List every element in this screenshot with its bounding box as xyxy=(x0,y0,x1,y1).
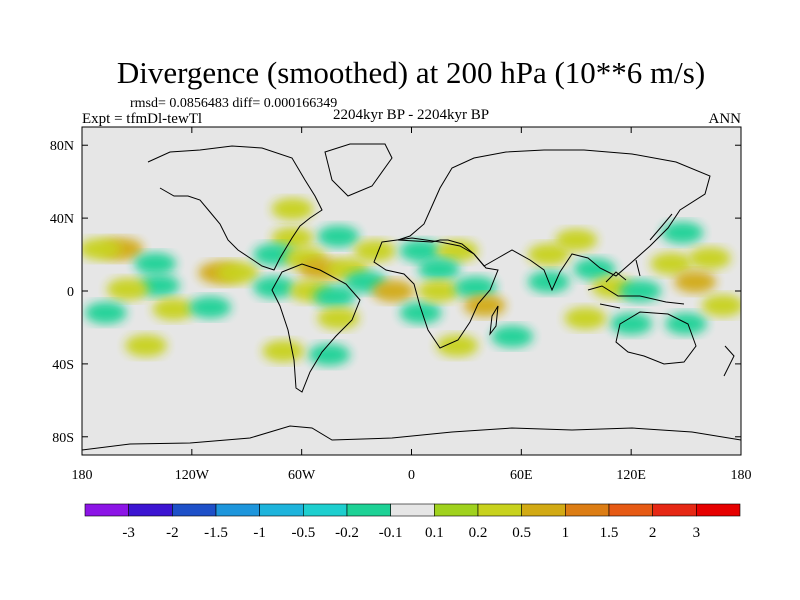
field-cell xyxy=(527,243,570,266)
field-cell xyxy=(454,276,497,299)
field-cell xyxy=(134,252,177,275)
coastline-japan xyxy=(649,213,673,241)
colorbar-swatch xyxy=(565,503,610,517)
field-cell xyxy=(417,280,460,302)
colorbar-swatch xyxy=(434,503,479,517)
colorbar-label: -3 xyxy=(122,525,135,541)
field-cell xyxy=(82,238,122,261)
colorbar: -3 -2 -1.5 -1 -0.5 -0.2 -0.1 0.1 0.2 0.5 1 1.5 2 3 xyxy=(84,503,741,541)
y-tick-label: 80S xyxy=(52,431,74,446)
season-label: ANN xyxy=(709,111,742,127)
x-tick-label: 0 xyxy=(408,468,415,483)
coastline-antarctica xyxy=(82,425,741,451)
field-cell xyxy=(84,301,127,324)
colorbar-label: -1.5 xyxy=(204,525,228,541)
field-cell xyxy=(152,298,195,321)
coastline-south-america xyxy=(271,263,361,393)
field-cell xyxy=(372,280,415,302)
divergence-field xyxy=(82,198,741,366)
colorbar-label: 2 xyxy=(649,525,657,541)
field-cell xyxy=(661,221,704,244)
colorbar-swatch xyxy=(259,503,304,517)
field-cell xyxy=(701,294,741,317)
period-label: 2204kyr BP - 2204kyr BP xyxy=(333,107,489,123)
field-cell xyxy=(674,270,717,293)
field-cell xyxy=(253,276,296,299)
colorbar-swatch xyxy=(84,503,129,517)
field-cell xyxy=(125,334,168,357)
x-tick-label: 120W xyxy=(175,468,210,483)
coastline-maritime-asia xyxy=(587,259,685,309)
field-cell xyxy=(619,280,662,302)
x-tick-label: 180 xyxy=(731,468,752,483)
field-cell xyxy=(271,227,314,250)
colorbar-swatch xyxy=(696,503,741,517)
field-cell xyxy=(317,225,360,248)
field-cell xyxy=(313,285,356,308)
colorbar-swatch xyxy=(608,503,653,517)
colorbar-swatch xyxy=(172,503,217,517)
colorbar-swatch xyxy=(303,503,348,517)
field-cell xyxy=(610,312,653,335)
colorbar-swatch xyxy=(652,503,697,517)
colorbar-swatch xyxy=(215,503,260,517)
colorbar-label: -0.1 xyxy=(379,525,403,541)
x-tick-label: 180 xyxy=(72,468,93,483)
field-cell xyxy=(463,294,506,317)
field-cell xyxy=(353,239,396,262)
colorbar-label: 3 xyxy=(693,525,701,541)
colorbar-label: -2 xyxy=(166,525,179,541)
coastline-north-america xyxy=(147,145,323,271)
field-cell xyxy=(650,252,693,275)
axis-ticks: 180 120W 60W 0 60E 120E 180 80N 40N 0 40S 80S xyxy=(50,127,752,483)
chart-title: Divergence (smoothed) at 200 hPa (10**6 … xyxy=(117,55,705,90)
colorbar-swatch xyxy=(128,503,173,517)
coastline-greenland xyxy=(324,143,393,197)
field-cell xyxy=(216,261,259,284)
field-cell xyxy=(436,239,479,262)
colorbar-label: 1 xyxy=(562,525,570,541)
colorbar-label: 0.2 xyxy=(469,525,488,541)
colorbar-label: -0.2 xyxy=(335,525,359,541)
field-cell xyxy=(573,258,616,281)
field-cell xyxy=(564,307,607,330)
field-cell xyxy=(262,340,305,363)
field-cell xyxy=(436,334,479,357)
y-tick-label: 0 xyxy=(67,285,74,300)
coastline-africa xyxy=(373,237,499,349)
colorbar-label: 1.5 xyxy=(600,525,619,541)
field-cell xyxy=(106,278,149,301)
colorbar-label: 0.1 xyxy=(425,525,444,541)
colorbar-label: -1 xyxy=(253,525,266,541)
field-cell xyxy=(491,325,534,348)
field-cell xyxy=(271,198,314,220)
coastline-australia xyxy=(615,311,697,365)
field-cell xyxy=(189,296,232,319)
colorbar-label: 0.5 xyxy=(512,525,531,541)
colorbar-label: -0.5 xyxy=(291,525,315,541)
field-cell xyxy=(417,258,460,281)
coastline-madagascar xyxy=(489,305,499,336)
x-tick-label: 120E xyxy=(616,468,646,483)
field-cell xyxy=(399,301,442,324)
field-cell xyxy=(308,343,351,366)
x-tick-label: 60E xyxy=(510,468,533,483)
colorbar-swatch xyxy=(521,503,566,517)
coastlines xyxy=(82,143,741,451)
y-tick-label: 40N xyxy=(50,212,74,227)
colorbar-swatch xyxy=(346,503,391,517)
field-cell xyxy=(555,228,598,251)
colorbar-swatch xyxy=(477,503,522,517)
y-tick-label: 80N xyxy=(50,139,74,154)
experiment-label: Expt = tfmDl-tewTl xyxy=(82,111,202,127)
field-cell xyxy=(688,247,731,270)
y-tick-label: 40S xyxy=(52,358,74,373)
coastline-new-zealand xyxy=(723,345,735,377)
x-tick-label: 60W xyxy=(288,468,316,483)
field-cell xyxy=(399,239,442,262)
stats-label: rmsd= 0.0856483 diff= 0.000166349 xyxy=(130,96,337,111)
colorbar-swatch xyxy=(390,503,435,517)
